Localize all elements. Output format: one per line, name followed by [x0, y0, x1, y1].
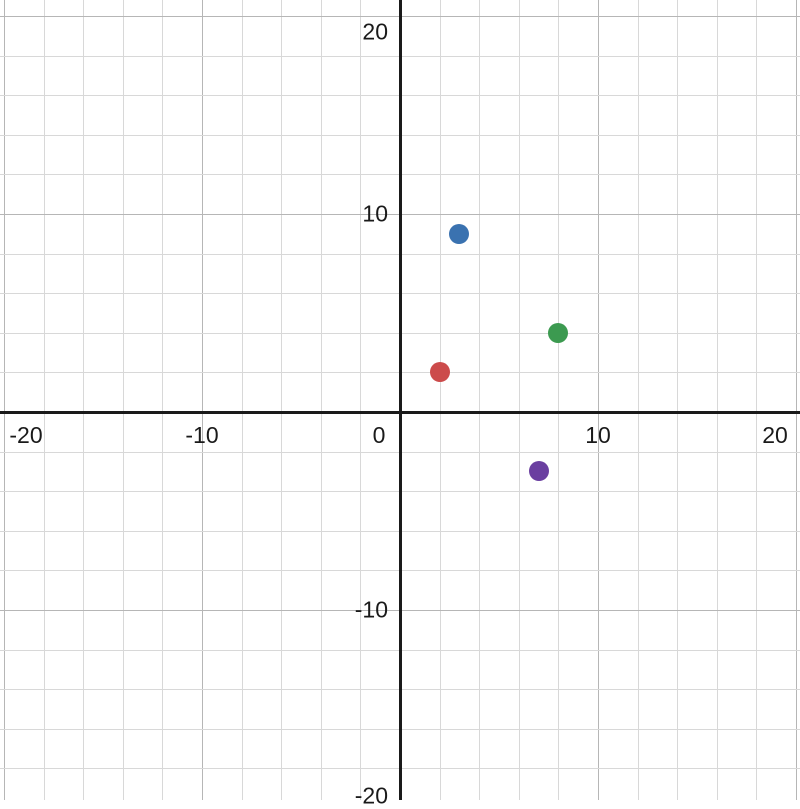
gridline-vertical — [677, 0, 678, 800]
gridline-vertical — [162, 0, 163, 800]
point-red — [429, 362, 450, 383]
y-axis-tick-label: -10 — [354, 596, 388, 623]
point-green — [548, 322, 569, 343]
gridline-vertical — [598, 0, 599, 800]
gridline-vertical — [83, 0, 84, 800]
x-axis-tick-label: 10 — [585, 422, 611, 448]
point-blue — [449, 223, 470, 244]
x-axis-tick-label: -10 — [185, 422, 219, 448]
gridline-vertical — [44, 0, 45, 800]
gridline-vertical — [281, 0, 282, 800]
gridline-vertical — [242, 0, 243, 800]
point-purple — [528, 461, 549, 482]
gridline-vertical — [638, 0, 639, 800]
y-axis-tick-label: 10 — [362, 200, 388, 227]
x-axis-tick-label: 20 — [762, 422, 788, 448]
gridline-vertical — [123, 0, 124, 800]
y-axis — [399, 0, 402, 800]
gridline-vertical — [440, 0, 441, 800]
x-axis-tick-label: 0 — [372, 422, 386, 448]
gridline-vertical — [519, 0, 520, 800]
gridline-vertical — [360, 0, 361, 800]
gridline-vertical — [717, 0, 718, 800]
gridline-vertical — [558, 0, 559, 800]
x-axis-tick-label: -20 — [9, 422, 43, 448]
gridline-vertical — [796, 0, 797, 800]
gridline-vertical — [756, 0, 757, 800]
gridline-vertical — [4, 0, 5, 800]
y-axis-tick-label: 20 — [362, 18, 388, 45]
y-axis-tick-label: -20 — [354, 782, 388, 809]
gridline-vertical — [321, 0, 322, 800]
gridline-vertical — [202, 0, 203, 800]
gridline-vertical — [479, 0, 480, 800]
